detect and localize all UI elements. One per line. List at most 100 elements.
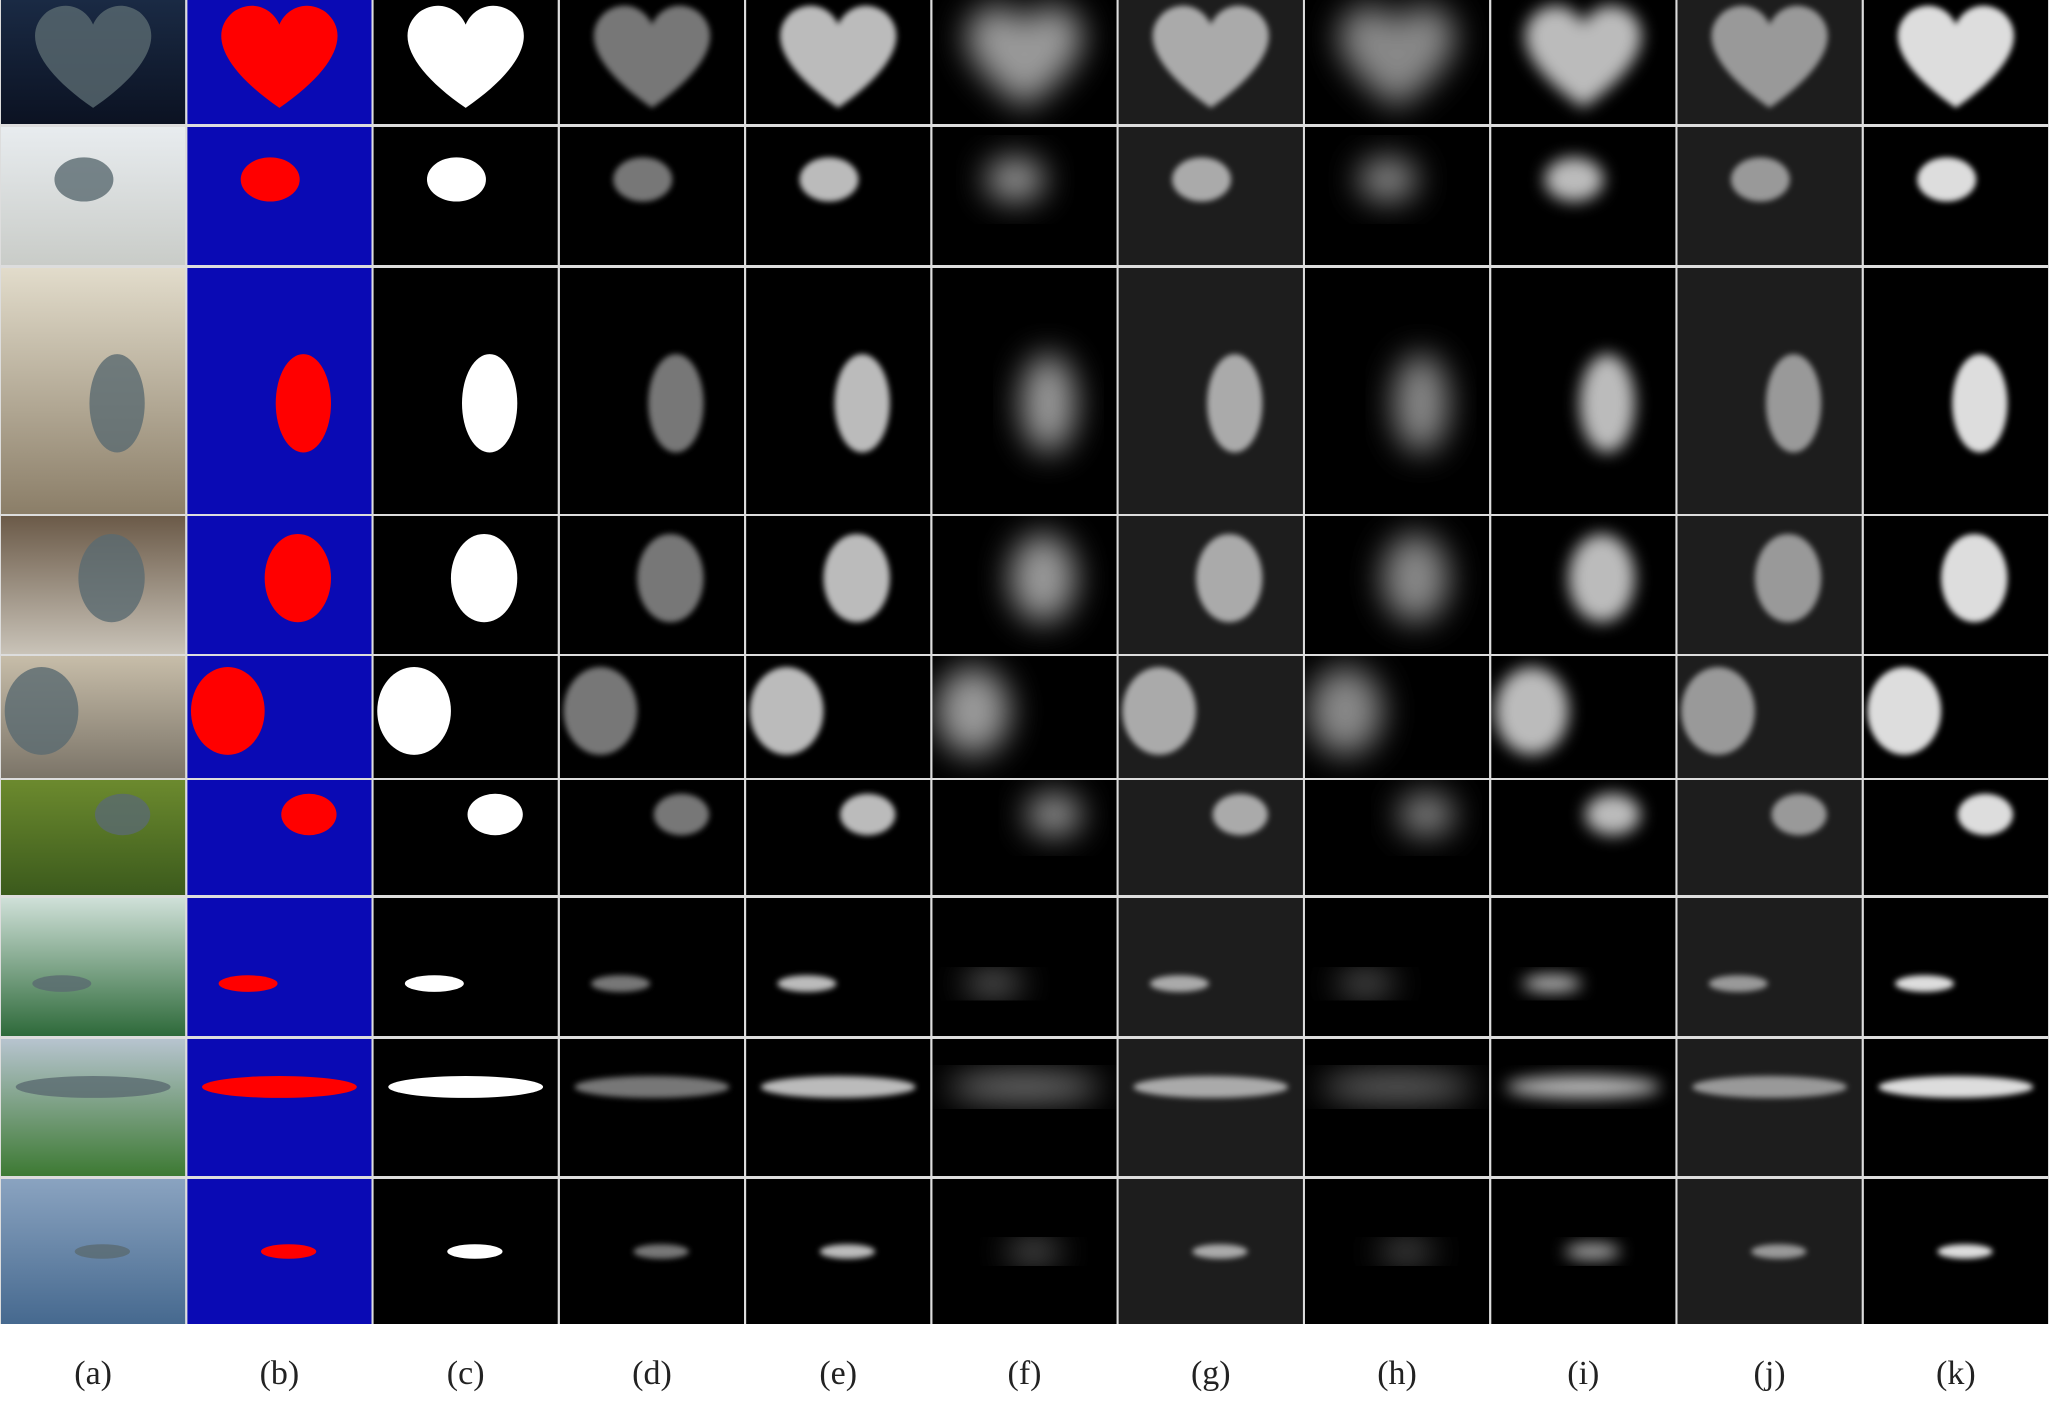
image-cell <box>1304 1039 1490 1176</box>
image-cell <box>1491 127 1676 265</box>
cell-content <box>187 516 372 654</box>
ground-truth-object <box>377 666 451 755</box>
image-cell <box>1491 1039 1676 1176</box>
map-background <box>373 898 558 1036</box>
saliency-object <box>760 1075 916 1098</box>
cell-content <box>932 1179 1117 1324</box>
map-background <box>1491 1039 1676 1176</box>
cell-content <box>1304 656 1490 778</box>
saliency-object <box>1711 5 1828 108</box>
background-noise <box>1677 1039 1862 1176</box>
saliency-object <box>819 1244 876 1259</box>
photo-object <box>89 354 145 453</box>
mask-background <box>187 780 372 895</box>
saliency-object <box>1196 533 1263 623</box>
image-cell <box>559 127 745 265</box>
saliency-object <box>1207 354 1263 453</box>
cell-content <box>559 656 745 778</box>
saliency-object <box>1494 666 1569 755</box>
image-cell <box>1491 268 1676 514</box>
image-cell <box>746 1039 931 1176</box>
image-cell <box>746 656 931 778</box>
image-cell <box>373 780 558 895</box>
saliency-object <box>1308 666 1383 755</box>
saliency-object <box>563 666 638 755</box>
cell-content <box>932 0 1117 124</box>
saliency-object <box>637 533 704 623</box>
cell-content <box>559 0 745 124</box>
map-background <box>932 898 1117 1036</box>
cell-content <box>1 1039 186 1176</box>
map-background <box>746 780 931 895</box>
panel-label: (b) <box>260 1355 300 1392</box>
cell-content <box>1 780 186 895</box>
cell-content <box>1863 1179 2048 1324</box>
photo <box>1 780 186 895</box>
cell-content <box>1304 0 1490 124</box>
image-cell <box>1304 656 1490 778</box>
image-cell <box>1 780 186 895</box>
cell-content <box>746 268 931 514</box>
image-cell <box>1304 780 1490 895</box>
image-cell <box>1677 268 1862 514</box>
saliency-object <box>1009 533 1077 623</box>
saliency-object <box>1026 793 1082 836</box>
ground-truth-object <box>447 1244 503 1259</box>
saliency-object <box>963 975 1023 992</box>
image-cell <box>1118 898 1303 1036</box>
cell-content <box>559 780 745 895</box>
image-cell <box>1118 516 1303 654</box>
image-cell <box>1863 268 2048 514</box>
image-cell <box>746 780 931 895</box>
cell-content <box>1118 656 1303 778</box>
saliency-object <box>613 157 673 202</box>
background-noise <box>1118 1039 1303 1176</box>
photo-object <box>15 1075 171 1098</box>
saliency-object <box>749 666 824 755</box>
image-cell <box>373 0 558 124</box>
cell-content <box>1491 516 1676 654</box>
cell-content <box>373 127 558 265</box>
saliency-object <box>1692 1075 1847 1098</box>
image-cell <box>1304 1179 1490 1324</box>
image-cell <box>1 0 186 124</box>
image-grid <box>1 0 2048 1324</box>
image-cell <box>187 516 372 654</box>
image-cell <box>932 780 1117 895</box>
saliency-object <box>1765 354 1822 453</box>
cell-content <box>746 127 931 265</box>
map-background <box>559 898 745 1036</box>
saliency-object <box>1585 793 1641 836</box>
image-cell <box>1677 780 1862 895</box>
mask-object <box>264 533 332 623</box>
photo-object <box>32 975 92 992</box>
cell-content <box>187 268 372 514</box>
cell-content <box>373 656 558 778</box>
image-cell <box>1118 127 1303 265</box>
cell-content <box>1677 1179 1862 1324</box>
cell-content <box>187 780 372 895</box>
panel-label: (c) <box>447 1355 485 1392</box>
mask-object <box>202 1075 357 1098</box>
saliency-object <box>1172 157 1232 202</box>
cell-content <box>1 1179 186 1324</box>
image-cell <box>559 268 745 514</box>
saliency-object <box>1192 1244 1248 1259</box>
ground-truth-object <box>407 5 524 108</box>
cell-content <box>1 516 186 654</box>
image-cell <box>1304 0 1490 124</box>
panel-label: (j) <box>1754 1355 1786 1392</box>
image-cell <box>932 1179 1117 1324</box>
saliency-object <box>936 666 1010 755</box>
image-cell <box>373 516 558 654</box>
saliency-object <box>1006 1244 1062 1259</box>
map-background <box>1863 1039 2048 1176</box>
image-cell <box>1863 898 2048 1036</box>
image-cell <box>746 127 931 265</box>
cell-content <box>1863 898 2048 1036</box>
map-background <box>1491 898 1676 1036</box>
cell-content <box>932 898 1117 1036</box>
cell-content <box>187 898 372 1036</box>
panel-label: (h) <box>1377 1355 1417 1392</box>
image-cell <box>746 516 931 654</box>
